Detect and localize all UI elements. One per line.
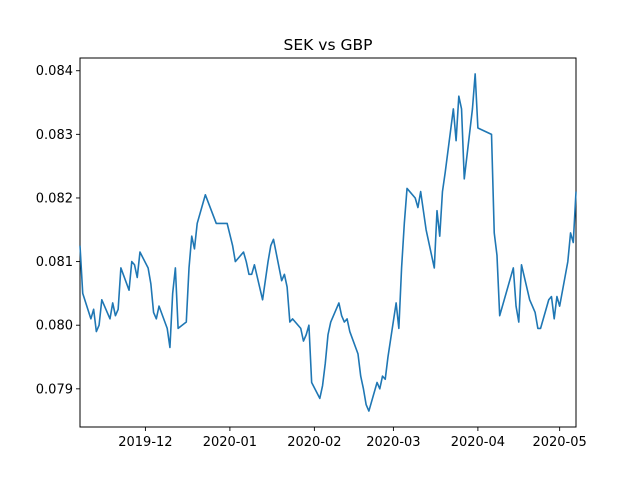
x-tick-label: 2020-03 — [366, 435, 420, 450]
y-tick-label: 0.082 — [36, 191, 73, 206]
y-tick-label: 0.081 — [36, 255, 73, 270]
x-tick-label: 2019-12 — [118, 435, 172, 450]
y-tick-label: 0.084 — [36, 64, 73, 79]
x-tick-label: 2020-04 — [451, 435, 505, 450]
x-axis: 2019-12 2020-01 2020-02 2020-03 2020-04 2020-… — [118, 427, 587, 450]
y-axis: 0.079 0.080 0.081 0.082 0.083 0.084 — [36, 64, 80, 397]
series-line — [79, 73, 577, 412]
x-tick-label: 2020-01 — [203, 435, 257, 450]
y-tick-label: 0.083 — [36, 128, 73, 143]
chart-title: SEK vs GBP — [284, 36, 373, 54]
y-tick-label: 0.079 — [36, 382, 73, 397]
plot-frame — [79, 57, 577, 428]
x-tick-label: 2020-02 — [287, 435, 341, 450]
y-tick-label: 0.080 — [36, 319, 73, 334]
x-tick-label: 2020-05 — [532, 435, 586, 450]
